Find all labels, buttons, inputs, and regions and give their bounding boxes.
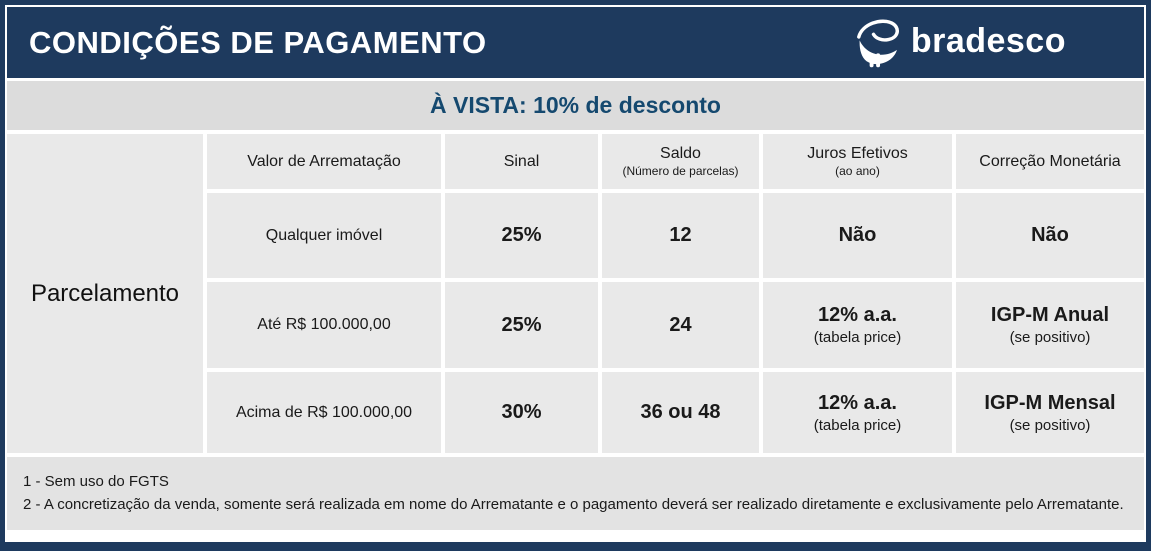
table-cell-sinal: 25% [445,282,598,368]
cell-main-value: IGP-M Anual [990,304,1110,326]
cash-discount-bar: À VISTA: 10% de desconto [7,81,1144,130]
bradesco-logo: bradesco [851,17,1066,69]
table-cell-correcao: Não [956,193,1144,278]
column-header-sinal: Sinal [445,134,598,189]
column-header-sublabel: (ao ano) [835,164,880,178]
table-cell-juros: 12% a.a. (tabela price) [763,372,952,453]
column-header-label: Valor de Arrematação [247,152,401,170]
table-cell-valor: Acima de R$ 100.000,00 [207,372,441,453]
column-header-saldo: Saldo (Número de parcelas) [602,134,759,189]
column-header-correcao: Correção Monetária [956,134,1144,189]
bradesco-wordmark: bradesco [910,21,1066,60]
cell-sub-value: (se positivo) [1009,416,1091,434]
table-cell-saldo: 12 [602,193,759,278]
table-cell-sinal: 25% [445,193,598,278]
table-cell-valor: Qualquer imóvel [207,193,441,278]
bradesco-tree-icon [851,17,903,69]
column-header-sublabel: (Número de parcelas) [622,164,739,178]
table-cell-valor: Até R$ 100.000,00 [207,282,441,368]
row-group-label: Parcelamento [7,134,203,453]
payment-table: Parcelamento Valor de Arrematação Sinal … [7,134,1144,453]
table-cell-juros: Não [763,193,952,278]
cell-sub-value: (tabela price) [813,416,902,434]
header-bar: CONDIÇÕES DE PAGAMENTO bradesco [7,7,1144,78]
cell-main-value: 12% a.a. [818,304,897,326]
column-header-label: Sinal [503,152,540,170]
column-header-label: Saldo [660,145,701,162]
column-header-label: Juros Efetivos [807,145,908,162]
cell-main-value: 12% a.a. [818,391,897,414]
table-cell-saldo: 36 ou 48 [602,372,759,453]
table-cell-correcao: IGP-M Anual (se positivo) [956,282,1144,368]
cell-sub-value: (se positivo) [1009,329,1091,346]
footnotes: 1 - Sem uso do FGTS 2 - A concretização … [7,457,1144,530]
table-cell-sinal: 30% [445,372,598,453]
table-cell-saldo: 24 [602,282,759,368]
column-header-label: Correção Monetária [979,152,1121,170]
table-cell-juros: 12% a.a. (tabela price) [763,282,952,368]
column-header-valor: Valor de Arrematação [207,134,441,189]
table-cell-correcao: IGP-M Mensal (se positivo) [956,372,1144,453]
cash-discount-text: À VISTA: 10% de desconto [430,92,721,118]
cell-main-value: IGP-M Mensal [984,391,1116,414]
page-title: CONDIÇÕES DE PAGAMENTO [29,24,487,60]
cell-sub-value: (tabela price) [813,329,902,346]
footnote-line: 2 - A concretização da venda, somente se… [23,496,1124,514]
footnote-line: 1 - Sem uso do FGTS [23,473,169,490]
column-header-juros: Juros Efetivos (ao ano) [763,134,952,189]
